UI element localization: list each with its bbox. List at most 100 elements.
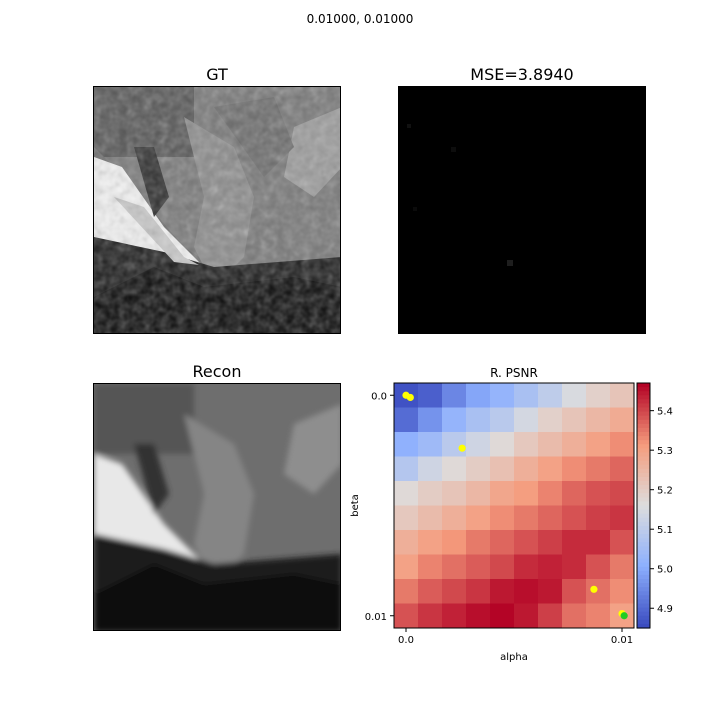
colorbar-segment-9: [637, 419, 650, 425]
colorbar-tick-label-4: 5.3: [657, 446, 673, 457]
colorbar-segment-41: [637, 550, 650, 556]
heatmap-cell-0-1: [418, 383, 443, 408]
colorbar-segment-2: [637, 391, 650, 396]
heatmap-cell-6-0: [394, 530, 419, 555]
heatmap-cell-0-7: [562, 383, 587, 408]
psnr-heatmap: 0.0 0.01 0.0 0.01 alpha beta 4.9 5.0 5.1 5.2 5.3 5.…: [350, 382, 673, 663]
recon-title: Recon: [192, 362, 242, 381]
heatmap-cell-7-4: [490, 554, 515, 580]
heatmap-cell-3-9: [610, 456, 635, 482]
heatmap-cell-8-2: [442, 579, 467, 604]
heatmap-cell-1-8: [586, 407, 611, 433]
heatmap-cell-4-6: [538, 481, 563, 506]
colorbar-segment-52: [637, 595, 650, 601]
heatmap-cell-7-8: [586, 554, 611, 580]
heatmap-cell-8-3: [466, 579, 491, 604]
colorbar-segment-20: [637, 464, 650, 470]
heatmap-cell-9-1: [418, 603, 443, 629]
colorbar-segment-13: [637, 436, 650, 441]
colorbar-segment-58: [637, 619, 650, 625]
heatmap-cell-5-7: [562, 505, 587, 531]
heatmap-cell-5-1: [418, 505, 443, 531]
heatmap-cell-3-8: [586, 456, 611, 482]
heatmap-cell-0-8: [586, 383, 611, 408]
colorbar-segment-48: [637, 579, 650, 584]
heatmap-cell-7-0: [394, 554, 419, 580]
heatmap-cell-7-7: [562, 554, 587, 580]
colorbar-segment-30: [637, 505, 650, 511]
heatmap-cell-0-6: [538, 383, 563, 408]
colorbar-segment-14: [637, 440, 650, 445]
heatmap-cell-3-7: [562, 456, 587, 482]
heatmap-cell-2-3: [466, 432, 491, 457]
colorbar-segment-56: [637, 611, 650, 617]
colorbar-tick-label-3: 5.2: [657, 486, 673, 497]
colorbar-segment-38: [637, 538, 650, 543]
heatmap-cell-6-3: [466, 530, 491, 555]
colorbar-segment-22: [637, 472, 650, 478]
heatmap-cell-7-3: [466, 554, 491, 580]
heatmap-cell-4-2: [442, 481, 467, 506]
heatmap-cell-6-9: [610, 530, 635, 555]
colorbar-segment-4: [637, 399, 650, 405]
heatmap-cell-2-0: [394, 432, 419, 457]
marker-3: [590, 585, 598, 593]
heatmap-cell-7-9: [610, 554, 635, 580]
heatmap-cell-8-1: [418, 579, 443, 604]
heatmap-cell-4-1: [418, 481, 443, 506]
colorbar-segment-57: [637, 615, 650, 621]
heatmap-cell-1-0: [394, 407, 419, 433]
colorbar-segment-27: [637, 493, 650, 498]
colorbar-segment-0: [637, 383, 650, 388]
mse-error-image: [398, 86, 646, 334]
colorbar-segment-10: [637, 423, 650, 429]
gt-image: [93, 86, 341, 334]
heatmap-cell-6-1: [418, 530, 443, 555]
heatmap-cell-9-3: [466, 603, 491, 629]
heatmap-cell-8-0: [394, 579, 419, 604]
heatmap-cell-5-0: [394, 505, 419, 531]
heatmap-cell-4-3: [466, 481, 491, 506]
heatmap-cell-7-5: [514, 554, 539, 580]
marker-2: [458, 444, 466, 452]
heatmap-cell-2-7: [562, 432, 587, 457]
colorbar-segment-37: [637, 534, 650, 539]
heatmap-cell-1-4: [490, 407, 515, 433]
colorbar-segment-32: [637, 513, 650, 519]
heatmap-cell-4-0: [394, 481, 419, 506]
colorbar-segment-25: [637, 485, 650, 490]
heatmap-cell-9-0: [394, 603, 419, 629]
heatmap-cell-5-4: [490, 505, 515, 531]
heatmap-cell-7-6: [538, 554, 563, 580]
colorbar-segment-40: [637, 546, 650, 552]
heatmap-title: R. PSNR: [490, 366, 538, 380]
colorbar-segment-34: [637, 521, 650, 527]
heatmap-cell-4-7: [562, 481, 587, 506]
heatmap-cell-8-9: [610, 579, 635, 604]
colorbar-frame: [636, 382, 651, 629]
heatmap-cell-1-2: [442, 407, 467, 433]
heatmap-cell-6-8: [586, 530, 611, 555]
heatmap-cell-0-4: [490, 383, 515, 408]
heatmap-cell-1-7: [562, 407, 587, 433]
colorbar-segment-21: [637, 468, 650, 474]
heatmap-cell-9-7: [562, 603, 587, 629]
colorbar-segment-1: [637, 387, 650, 392]
colorbar-segment-44: [637, 562, 650, 568]
colorbar-segment-46: [637, 570, 650, 576]
colorbar-segment-19: [637, 460, 650, 466]
colorbar-segment-36: [637, 530, 650, 535]
colorbar-segment-24: [637, 481, 650, 486]
heatmap-cell-2-9: [610, 432, 635, 457]
heatmap-cell-2-1: [418, 432, 443, 457]
heatmap-cell-5-8: [586, 505, 611, 531]
colorbar-segment-53: [637, 599, 650, 605]
heatmap-cell-8-6: [538, 579, 563, 604]
heatmap-cell-0-9: [610, 383, 635, 408]
heatmap-cell-5-9: [610, 505, 635, 531]
heatmap-cell-8-8: [586, 579, 611, 604]
heatmap-cell-6-5: [514, 530, 539, 555]
heatmap-cell-9-5: [514, 603, 539, 629]
recon-image: [93, 383, 341, 631]
heatmap-cell-4-9: [610, 481, 635, 506]
